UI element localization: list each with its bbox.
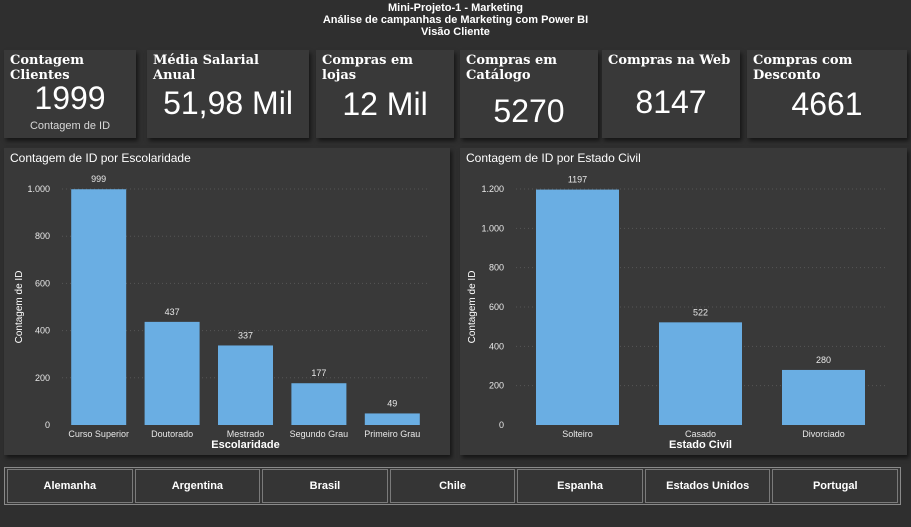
data-label: 280 bbox=[816, 355, 831, 365]
kpi-card-value: 12 Mil bbox=[342, 86, 428, 122]
slicer-button-espanha[interactable]: Espanha bbox=[517, 469, 643, 503]
bar[interactable] bbox=[71, 189, 127, 425]
data-label: 522 bbox=[693, 307, 708, 317]
slicer-button-chile[interactable]: Chile bbox=[389, 469, 516, 503]
y-tick-label: 200 bbox=[489, 381, 504, 391]
bar[interactable] bbox=[291, 383, 347, 425]
bar[interactable] bbox=[218, 345, 273, 425]
x-tick-label: Doutorado bbox=[151, 429, 193, 439]
y-tick-label: 400 bbox=[35, 326, 50, 336]
report-title: Mini-Projeto-1 - Marketing bbox=[387, 2, 524, 14]
y-tick-label: 600 bbox=[35, 278, 50, 288]
chart-title: Contagem de ID por Estado Civil bbox=[466, 151, 641, 165]
kpi-card-value: 4661 bbox=[791, 86, 863, 122]
report-subtitle: Análise de campanhas de Marketing com Po… bbox=[322, 14, 589, 26]
x-tick-label: Solteiro bbox=[562, 429, 593, 439]
bar[interactable] bbox=[782, 369, 865, 425]
y-tick-label: 1.200 bbox=[481, 184, 504, 194]
chart-panel-marital-status[interactable]: 0 200 400 600 800 1.000 1.200 1197 Solteiro 522 Ca… bbox=[460, 148, 907, 455]
data-label: 337 bbox=[238, 330, 253, 340]
kpi-card-catalog-purchases[interactable]: Compras em Catálogo 5270 bbox=[460, 50, 598, 138]
kpi-card-title: Compras em Catálogo bbox=[466, 53, 558, 83]
data-label: 177 bbox=[311, 368, 326, 378]
y-tick-label: 0 bbox=[499, 420, 504, 430]
slicer-button-portugal[interactable]: Portugal bbox=[772, 469, 899, 503]
y-tick-label: 0 bbox=[45, 420, 50, 430]
x-tick-label: Casado bbox=[685, 429, 716, 439]
slicer-button-argentina[interactable]: Argentina bbox=[134, 469, 261, 503]
chart-panel-education[interactable]: 0 200 400 600 800 1.000 999 Curso Superior 437 Do… bbox=[4, 148, 450, 455]
kpi-card-title: Compras em lojas bbox=[322, 53, 414, 83]
kpi-card-title: Contagem Clientes bbox=[10, 53, 85, 83]
y-axis-title: Contagem de ID bbox=[14, 271, 25, 344]
x-axis-title: Estado Civil bbox=[669, 439, 732, 451]
kpi-card-store-purchases[interactable]: Compras em lojas 12 Mil bbox=[316, 50, 454, 138]
data-label: 1197 bbox=[568, 175, 587, 185]
slicer-button-alemanha[interactable]: Alemanha bbox=[7, 469, 133, 503]
data-label: 49 bbox=[387, 398, 397, 408]
kpi-card-value: 8147 bbox=[635, 84, 707, 120]
y-tick-label: 600 bbox=[489, 302, 504, 312]
kpi-card-salary[interactable]: Média Salarial Anual 51,98 Mil bbox=[147, 50, 309, 138]
country-slicer: Alemanha Argentina Brasil Chile Espanha … bbox=[4, 467, 901, 505]
bar[interactable] bbox=[659, 322, 742, 425]
y-axis-title: Contagem de ID bbox=[467, 271, 478, 344]
bar[interactable] bbox=[144, 321, 200, 425]
y-tick-label: 400 bbox=[489, 341, 504, 351]
kpi-card-discount-purchases[interactable]: Compras com Desconto 4661 bbox=[747, 50, 907, 138]
bar[interactable] bbox=[364, 413, 420, 425]
x-tick-label: Mestrado bbox=[227, 429, 265, 439]
x-axis-title: Escolaridade bbox=[211, 439, 279, 451]
kpi-card-value: 5270 bbox=[493, 93, 565, 129]
data-label: 437 bbox=[165, 307, 180, 317]
y-tick-label: 800 bbox=[35, 231, 50, 241]
kpi-card-subtitle: Contagem de ID bbox=[29, 120, 111, 132]
y-tick-label: 200 bbox=[35, 373, 50, 383]
bar[interactable] bbox=[536, 189, 619, 425]
slicer-button-brasil[interactable]: Brasil bbox=[262, 469, 388, 503]
report-view-name: Visão Cliente bbox=[421, 26, 490, 38]
marital-status-bar-chart: 0 200 400 600 800 1.000 1.200 1197 Solteiro 522 Ca… bbox=[467, 175, 885, 451]
x-tick-label: Primeiro Grau bbox=[364, 429, 420, 439]
y-tick-label: 1.000 bbox=[27, 184, 50, 194]
y-tick-label: 800 bbox=[489, 263, 504, 273]
kpi-card-title: Compras com Desconto bbox=[753, 53, 853, 83]
chart-title: Contagem de ID por Escolaridade bbox=[10, 151, 191, 165]
y-tick-label: 1.000 bbox=[481, 223, 504, 233]
x-tick-label: Divorciado bbox=[802, 429, 845, 439]
report-header: Mini-Projeto-1 - Marketing Análise de ca… bbox=[0, 0, 911, 42]
slicer-button-estados-unidos[interactable]: Estados Unidos bbox=[644, 469, 771, 503]
kpi-card-web-purchases[interactable]: Compras na Web 8147 bbox=[602, 50, 740, 138]
kpi-card-value: 51,98 Mil bbox=[163, 85, 293, 121]
kpi-card-title: Compras na Web bbox=[608, 53, 731, 68]
kpi-card-clients[interactable]: Contagem Clientes 1999 Contagem de ID bbox=[4, 50, 136, 138]
kpi-card-title: Média Salarial Anual bbox=[153, 53, 259, 83]
x-tick-label: Segundo Grau bbox=[290, 429, 349, 439]
education-bar-chart: 0 200 400 600 800 1.000 999 Curso Superior 437 Do… bbox=[14, 174, 429, 451]
kpi-card-value: 1999 bbox=[34, 80, 106, 116]
x-tick-label: Curso Superior bbox=[68, 429, 129, 439]
data-label: 999 bbox=[91, 174, 106, 184]
